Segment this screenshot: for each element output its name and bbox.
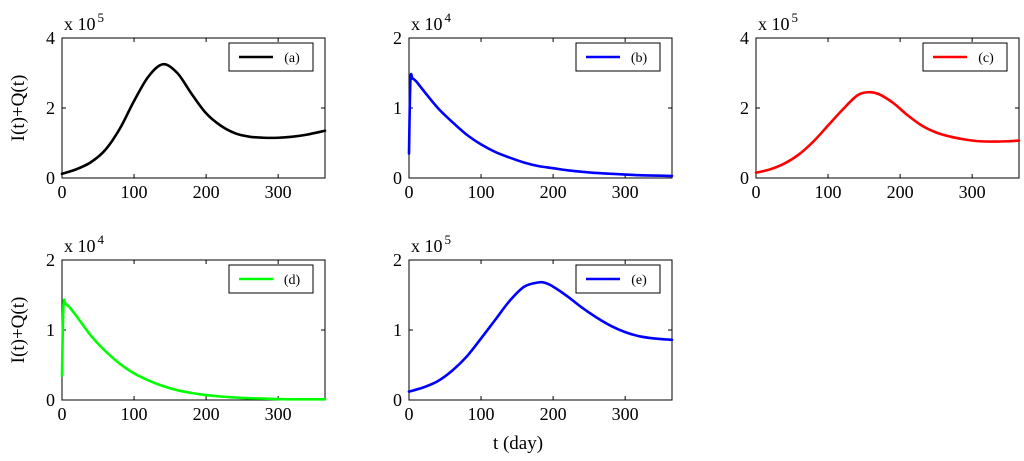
legend-label: (a)	[284, 51, 300, 66]
x-tick-label: 300	[612, 404, 639, 424]
x-tick-label: 300	[265, 182, 292, 202]
x-tick-label: 200	[193, 182, 220, 202]
y-axis-label-row2: I(t)+Q(t)	[8, 297, 29, 364]
x-tick-label: 100	[121, 182, 148, 202]
x-tick-label: 0	[58, 182, 67, 202]
x-tick-label: 0	[752, 182, 761, 202]
series-line	[407, 280, 674, 393]
x-axis-label: t (day)	[493, 433, 543, 454]
x-tick-label: 300	[612, 182, 639, 202]
x-tick-label: 0	[58, 404, 67, 424]
x-tick-label: 200	[540, 404, 567, 424]
panel-a: 0 100 200 300 0 2 4 x 10 5 (a)	[46, 10, 327, 202]
series-line	[60, 62, 327, 176]
x-tick-label: 300	[265, 404, 292, 424]
x-tick-label: 200	[193, 404, 220, 424]
y-tick-label: 2	[393, 250, 402, 270]
legend-label: (e)	[631, 273, 647, 288]
x-tick-label: 200	[540, 182, 567, 202]
legend-label: (c)	[978, 51, 994, 66]
x-tick-label: 100	[815, 182, 842, 202]
y-tick-label: 1	[393, 98, 402, 118]
y-tick-label: 0	[393, 390, 402, 410]
y-tick-label: 4	[740, 28, 749, 48]
y-exponent-label: x 10 4	[411, 10, 452, 34]
y-tick-label: 2	[740, 98, 749, 118]
y-tick-label: 2	[46, 98, 55, 118]
y-exponent-label: x 10 5	[411, 232, 451, 256]
x-tick-label: 200	[887, 182, 914, 202]
y-tick-label: 0	[46, 168, 55, 188]
y-tick-label: 0	[393, 168, 402, 188]
series-line	[407, 72, 674, 178]
x-tick-label: 100	[121, 404, 148, 424]
y-exponent-label: x 10 5	[64, 10, 104, 34]
x-tick-label: 300	[959, 182, 986, 202]
y-tick-label: 2	[393, 28, 402, 48]
panel-b: 0 100 200 300 0 1 2 x 10 4 (b)	[393, 10, 674, 202]
y-exponent-label: x 10 5	[758, 10, 798, 34]
y-tick-label: 0	[46, 390, 55, 410]
panel-e: 0 100 200 300 0 1 2 x 10 5 (e)	[393, 232, 674, 424]
panel-c: 0 100 200 300 0 2 4 x 10 5 (c)	[740, 10, 1021, 202]
series-line	[60, 298, 327, 401]
y-tick-label: 0	[740, 168, 749, 188]
x-tick-label: 0	[405, 182, 414, 202]
y-tick-label: 4	[46, 28, 55, 48]
y-tick-label: 1	[46, 320, 55, 340]
x-tick-label: 0	[405, 404, 414, 424]
legend-label: (b)	[631, 51, 648, 66]
y-tick-label: 2	[46, 250, 55, 270]
y-axis-label-row1: I(t)+Q(t)	[8, 75, 29, 142]
x-tick-label: 100	[468, 182, 495, 202]
y-exponent-label: x 10 4	[64, 232, 105, 256]
legend-label: (d)	[284, 273, 301, 288]
y-tick-label: 1	[393, 320, 402, 340]
series-line	[754, 90, 1021, 175]
panel-d: 0 100 200 300 0 1 2 x 10 4 (d)	[46, 232, 327, 424]
x-tick-label: 100	[468, 404, 495, 424]
